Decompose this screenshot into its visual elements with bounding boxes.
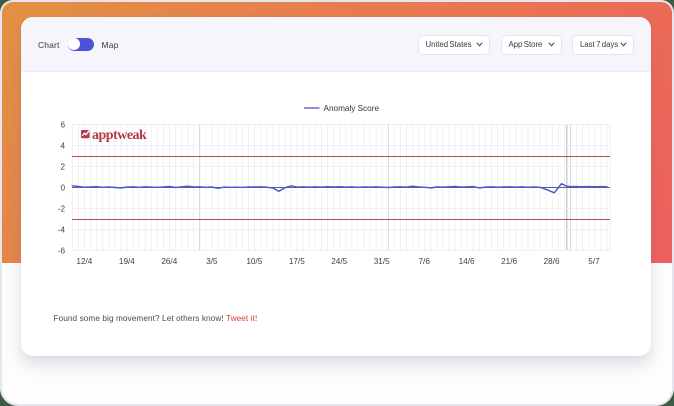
svg-text:24/5: 24/5 bbox=[331, 257, 347, 266]
svg-text:28/6: 28/6 bbox=[544, 257, 560, 266]
svg-text:apptweak: apptweak bbox=[92, 128, 147, 143]
svg-text:21/6: 21/6 bbox=[501, 257, 517, 266]
svg-text:6: 6 bbox=[60, 120, 65, 129]
svg-text:7/6: 7/6 bbox=[419, 257, 431, 266]
svg-text:14/6: 14/6 bbox=[459, 257, 475, 266]
svg-text:26/4: 26/4 bbox=[161, 257, 177, 266]
svg-text:31/5: 31/5 bbox=[374, 257, 390, 266]
svg-text:12/4: 12/4 bbox=[76, 257, 92, 266]
svg-text:0: 0 bbox=[60, 183, 65, 192]
svg-text:19/4: 19/4 bbox=[119, 257, 135, 266]
svg-text:2: 2 bbox=[60, 162, 65, 171]
svg-text:5/7: 5/7 bbox=[588, 257, 600, 266]
svg-text:Anomaly Score: Anomaly Score bbox=[324, 104, 380, 113]
svg-text:10/5: 10/5 bbox=[246, 257, 262, 266]
svg-text:-6: -6 bbox=[58, 246, 66, 255]
svg-text:-4: -4 bbox=[58, 225, 66, 234]
svg-text:-2: -2 bbox=[58, 204, 66, 213]
svg-text:4: 4 bbox=[60, 141, 65, 150]
svg-text:3/5: 3/5 bbox=[206, 257, 218, 266]
svg-text:17/5: 17/5 bbox=[289, 257, 305, 266]
